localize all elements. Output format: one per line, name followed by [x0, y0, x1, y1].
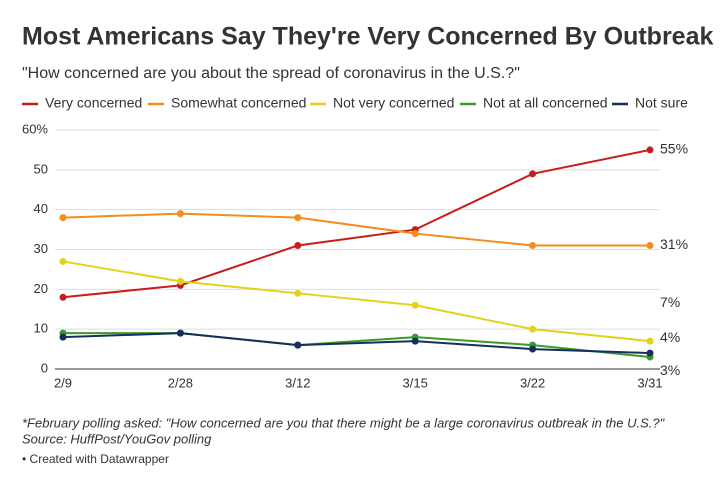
- data-point: [176, 329, 184, 337]
- data-point: [646, 349, 654, 357]
- data-point: [59, 333, 67, 341]
- data-point: [59, 214, 67, 222]
- y-tick-label: 50: [34, 161, 48, 176]
- credit: • Created with Datawrapper: [22, 452, 169, 466]
- data-point: [294, 214, 302, 222]
- x-tick-label: 3/12: [285, 375, 310, 390]
- legend-label: Not sure: [635, 95, 688, 111]
- value-label: 4%: [660, 329, 680, 345]
- y-tick-label: 30: [34, 241, 48, 256]
- chart-subtitle: "How concerned are you about the spread …: [22, 65, 520, 82]
- data-point: [411, 301, 419, 309]
- y-tick-label: 10: [34, 321, 48, 336]
- y-tick-label: 60%: [22, 121, 48, 136]
- data-point: [176, 277, 184, 285]
- data-point: [294, 341, 302, 349]
- x-tick-label: 3/15: [403, 375, 428, 390]
- legend-label: Not at all concerned: [483, 95, 608, 111]
- notes: *February polling asked: "How concerned …: [22, 415, 666, 430]
- value-label: 7%: [660, 294, 680, 310]
- data-point: [411, 230, 419, 238]
- series-line: [62, 332, 651, 355]
- data-point: [59, 293, 67, 301]
- value-label: 3%: [660, 362, 680, 378]
- data-point: [646, 146, 654, 154]
- series-line: [62, 148, 651, 299]
- data-point: [646, 337, 654, 345]
- value-label: 55%: [660, 141, 688, 157]
- data-point: [529, 242, 537, 250]
- value-label: 31%: [660, 236, 688, 252]
- legend-label: Very concerned: [45, 95, 142, 111]
- data-point: [176, 210, 184, 218]
- legend-label: Somewhat concerned: [171, 95, 306, 111]
- data-point: [529, 325, 537, 333]
- series-line: [62, 260, 651, 343]
- y-tick-label: 40: [34, 201, 48, 216]
- data-point: [294, 242, 302, 250]
- data-point: [646, 242, 654, 250]
- data-point: [59, 257, 67, 265]
- data-point: [529, 345, 537, 353]
- data-point: [294, 289, 302, 297]
- chart-title: Most Americans Say They're Very Concerne…: [22, 23, 713, 51]
- y-tick-label: 0: [41, 360, 48, 375]
- data-point: [529, 170, 537, 178]
- series-line: [62, 212, 650, 247]
- x-tick-label: 3/31: [637, 375, 662, 390]
- data-point: [411, 337, 419, 345]
- y-tick-label: 20: [34, 281, 48, 296]
- x-tick-label: 2/28: [168, 375, 193, 390]
- series-line: [63, 332, 651, 359]
- x-tick-label: 2/9: [54, 375, 72, 390]
- source: Source: HuffPost/YouGov polling: [22, 431, 212, 446]
- legend-label: Not very concerned: [333, 95, 454, 111]
- x-tick-label: 3/22: [520, 375, 545, 390]
